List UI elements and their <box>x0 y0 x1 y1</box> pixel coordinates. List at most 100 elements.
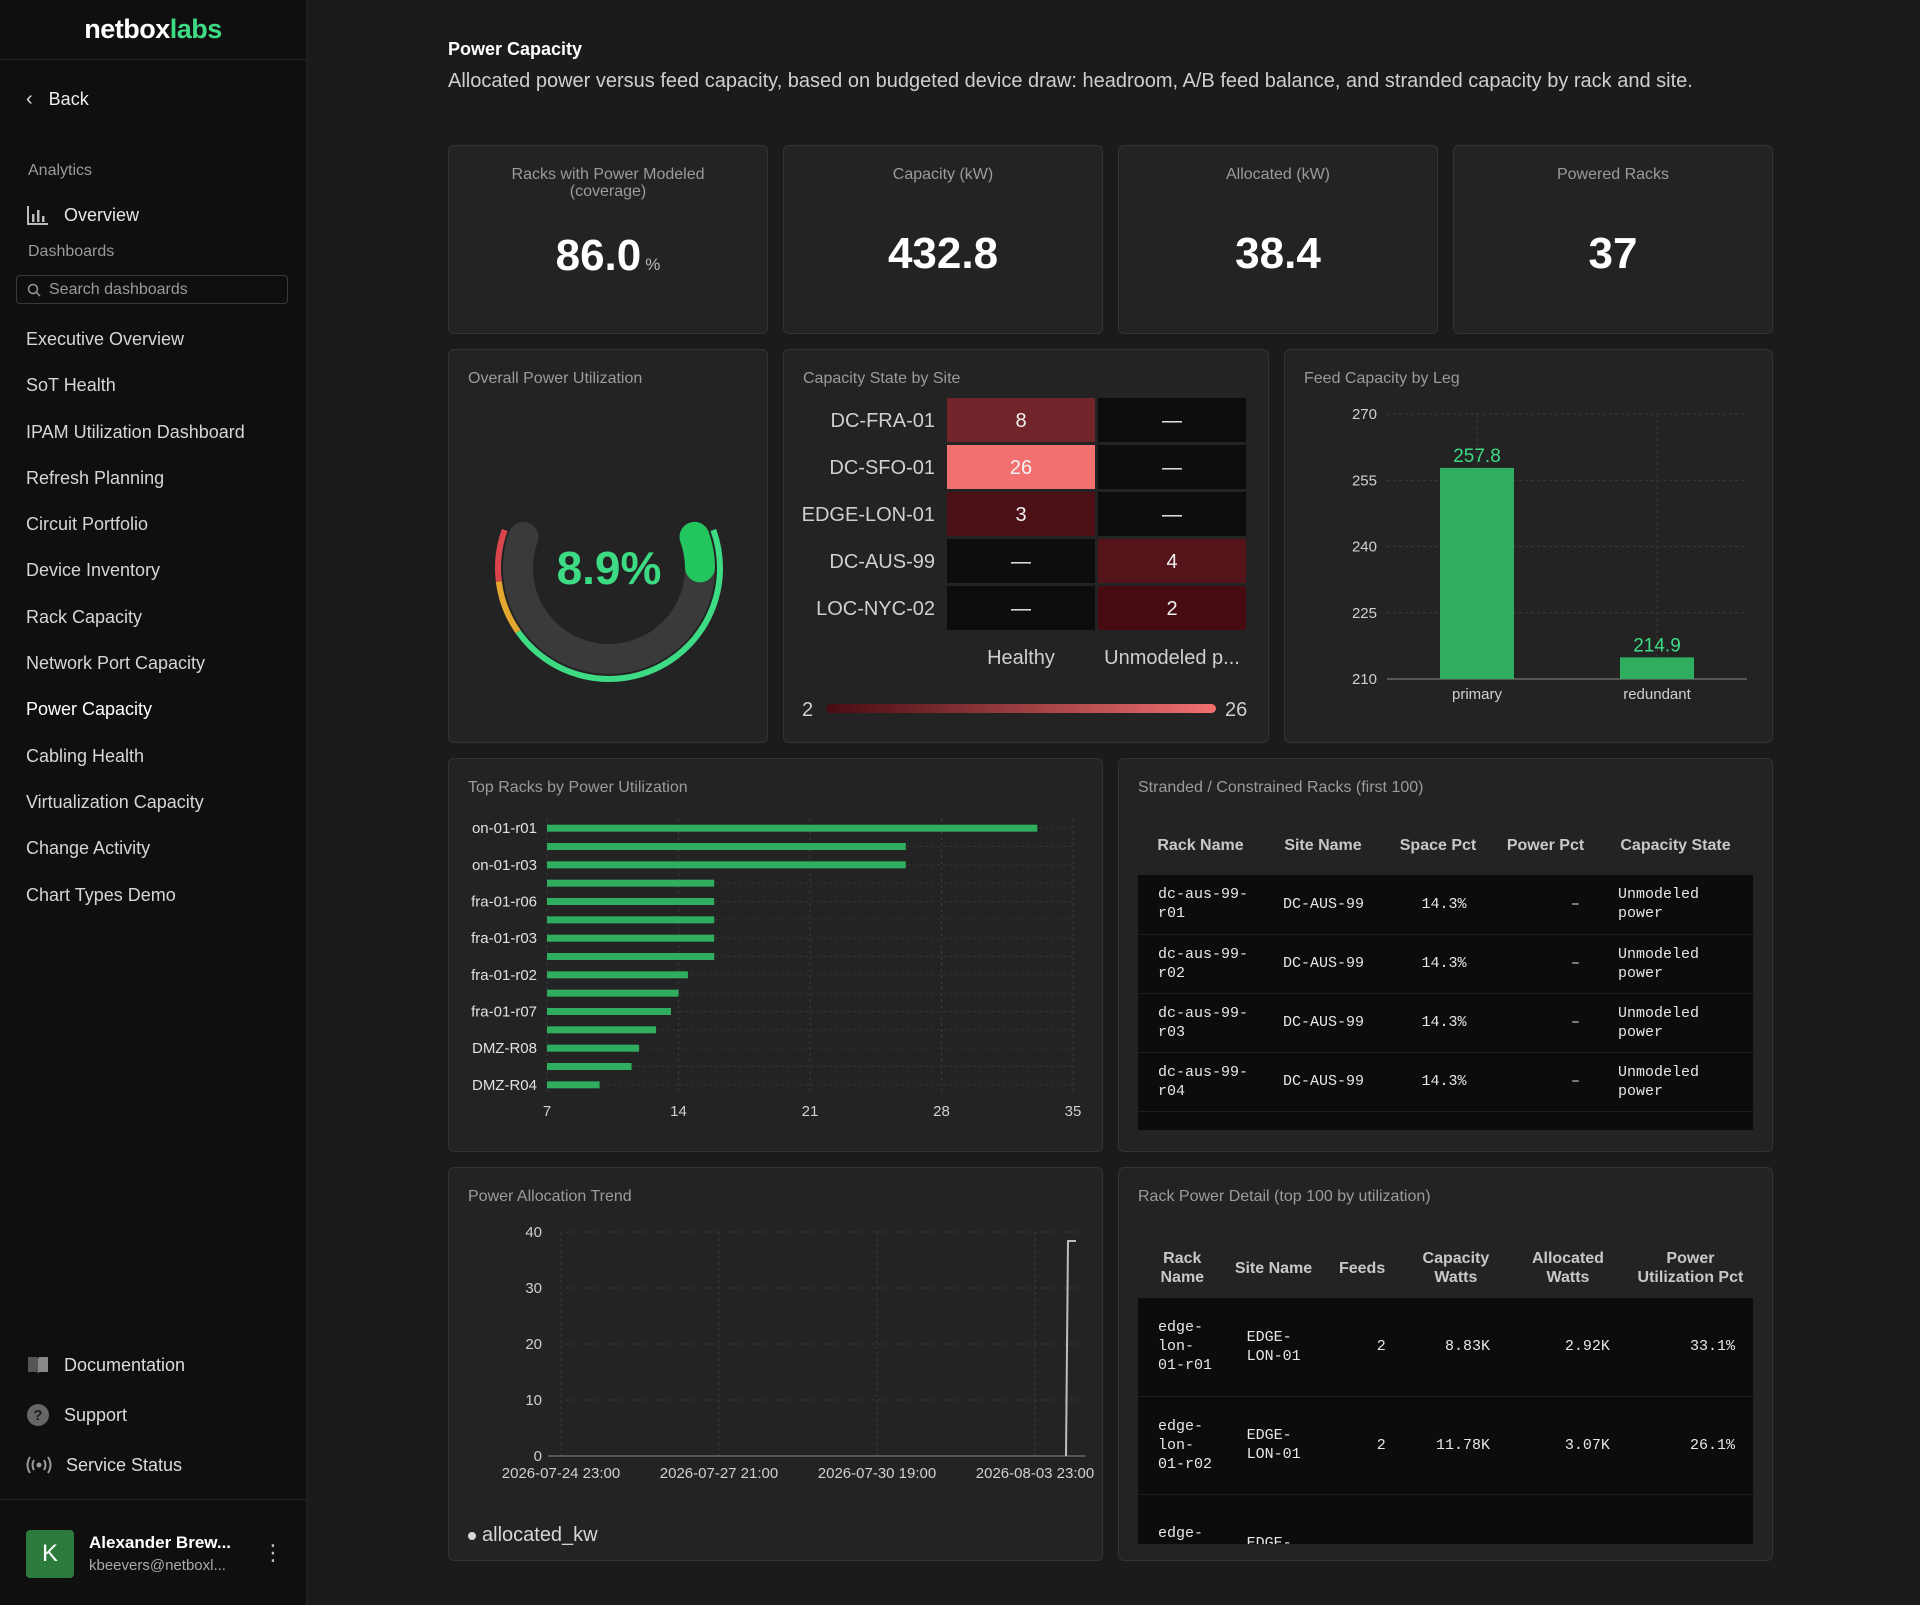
sidebar-item-power-capacity[interactable]: Power Capacity <box>26 699 153 720</box>
column-header[interactable]: Rack Name <box>1157 836 1244 854</box>
card-title: Overall Power Utilization <box>468 370 643 387</box>
table-row[interactable]: edge-lon-01-r02 EDGE-LON-01 2 11.78K 3.07K 26… <box>1138 1396 1753 1495</box>
table-cell: – <box>1493 1052 1598 1112</box>
heatmap-cell[interactable] <box>1098 398 1246 442</box>
kpi-title: Racks with Power Modeled (coverage) <box>511 166 705 200</box>
page-title: Power Capacity <box>448 39 583 59</box>
heatmap-cell[interactable] <box>1098 539 1246 583</box>
section-analytics: Analytics <box>28 162 93 179</box>
rack-bar[interactable] <box>547 1008 671 1015</box>
kpi-value: 86.0% <box>449 231 767 281</box>
gauge-value: 8.9% <box>557 542 662 594</box>
rack-bar[interactable] <box>547 971 688 979</box>
feed-chart-card: Feed Capacity by Leg 210 225 240 255 270 257.… <box>1284 349 1773 743</box>
sidebar-item-virtualization-capacity[interactable]: Virtualization Capacity <box>26 791 204 812</box>
heatmap-cell[interactable] <box>947 539 1095 583</box>
column-header[interactable]: Feeds <box>1338 1259 1386 1277</box>
user-profile[interactable]: K Alexander Brew... kbeevers@netboxl... … <box>0 1499 306 1605</box>
heatmap-row-label: EDGE-LON-01 <box>802 504 935 526</box>
rack-bar[interactable] <box>547 879 715 887</box>
search-input[interactable] <box>49 280 279 299</box>
svg-text:?: ? <box>33 1407 42 1424</box>
heatmap-cell[interactable] <box>1098 445 1246 489</box>
heatmap-cell[interactable] <box>1098 492 1246 536</box>
table-cell <box>1403 1494 1509 1544</box>
rack-bar[interactable] <box>547 916 715 924</box>
column-header[interactable]: Capacity State <box>1620 836 1731 854</box>
column-header[interactable]: Power Utilization Pct <box>1637 1250 1744 1286</box>
dashboard-list: Executive Overview SoT Health IPAM Utiliza… <box>26 320 245 922</box>
table-cell <box>1508 1494 1628 1544</box>
feed-capacity-chart: 210 225 240 255 270 257.8 primary 214.9 redundan… <box>1352 406 1747 703</box>
table-cell: DC-AUS-99 <box>1263 993 1383 1053</box>
bar-value-label: 214.9 <box>1633 635 1681 656</box>
nav-overview[interactable]: Overview <box>26 204 139 226</box>
table-cell <box>1138 1111 1263 1130</box>
heatmap-cell[interactable] <box>947 492 1095 536</box>
rack-bar[interactable] <box>547 1044 640 1052</box>
chart-legend[interactable]: allocated_kw <box>468 1524 598 1547</box>
table-row[interactable]: edge-lon-EDGE- <box>1138 1494 1753 1544</box>
heatmap-cell[interactable] <box>947 445 1095 489</box>
table-cell: 26.1% <box>1627 1396 1753 1495</box>
rack-bar[interactable] <box>547 861 906 869</box>
sidebar-item-change-activity[interactable]: Change Activity <box>26 838 151 859</box>
rack-bar[interactable] <box>547 843 906 850</box>
heatmap-cell-value: 8 <box>1015 410 1026 432</box>
sidebar-item-sot-health[interactable]: SoT Health <box>26 375 116 396</box>
rack-bar[interactable] <box>547 1026 656 1034</box>
rack-bar[interactable] <box>547 953 715 960</box>
sidebar-item-chart-types-demo[interactable]: Chart Types Demo <box>26 884 176 905</box>
service-status-link[interactable]: Service Status <box>26 1440 185 1490</box>
column-header[interactable]: Allocated Watts <box>1531 1250 1604 1286</box>
kpi-title: Powered Racks <box>1556 166 1670 183</box>
kpi-card-coverage: Racks with Power Modeled (coverage) 86.0… <box>448 145 768 334</box>
y-tick-label: 210 <box>1352 671 1377 688</box>
dashboard-search[interactable] <box>16 275 288 304</box>
rack-bar[interactable] <box>547 1063 632 1070</box>
table-cell: 2.92K <box>1508 1298 1628 1397</box>
kpi-card-allocated: Allocated (kW) 38.4 <box>1118 145 1438 334</box>
heatmap-cell[interactable] <box>947 398 1095 442</box>
series-line-allocated-kw[interactable] <box>1065 1239 1076 1457</box>
column-header[interactable]: Site Name <box>1284 836 1362 854</box>
table-row[interactable]: dc-aus-99-r01 DC-AUS-99 14.3% – Unmodeled po… <box>1138 875 1753 935</box>
rack-bar[interactable] <box>547 824 1038 832</box>
column-header[interactable]: Rack Name <box>1160 1250 1205 1286</box>
sidebar-item-rack-capacity[interactable]: Rack Capacity <box>26 606 143 627</box>
rack-bar[interactable] <box>547 898 715 905</box>
table-row[interactable]: LOC- Unmodeled <box>1138 1111 1753 1130</box>
bar-primary[interactable] <box>1440 467 1514 679</box>
rack-bar[interactable] <box>547 934 715 942</box>
rack-power-detail-table: Rack Name Site Name Feeds Capacity Watts All… <box>1138 1238 1753 1544</box>
rack-bar[interactable] <box>547 1081 600 1089</box>
sidebar-item-device-inventory[interactable]: Device Inventory <box>26 560 161 581</box>
more-vertical-icon[interactable]: ⋮ <box>262 1540 284 1565</box>
sidebar-item-ipam-utilization-dashboard[interactable]: IPAM Utilization Dashboard <box>26 421 245 442</box>
y-tick-label: 255 <box>1352 472 1377 489</box>
column-header[interactable]: Power Pct <box>1506 836 1585 854</box>
sidebar-item-refresh-planning[interactable]: Refresh Planning <box>26 467 165 488</box>
documentation-link[interactable]: Documentation <box>26 1340 185 1390</box>
table-row[interactable]: dc-aus-99-r04 DC-AUS-99 14.3% – Unmodeled po… <box>1138 1052 1753 1112</box>
heatmap-row-label: DC-AUS-99 <box>829 551 935 573</box>
column-header[interactable]: Site Name <box>1234 1259 1313 1277</box>
bar-redundant[interactable] <box>1620 657 1694 679</box>
sidebar-item-circuit-portfolio[interactable]: Circuit Portfolio <box>26 514 149 535</box>
table-row[interactable]: edge-lon-01-r01 EDGE-LON-01 2 8.83K 2.92K 33.… <box>1138 1298 1753 1397</box>
y-tick-label: 40 <box>525 1224 542 1241</box>
sidebar-item-cabling-health[interactable]: Cabling Health <box>26 745 145 766</box>
table-cell: DC-AUS-99 <box>1263 934 1383 994</box>
column-header[interactable]: Space Pct <box>1399 836 1477 854</box>
heatmap-cell[interactable] <box>1098 586 1246 630</box>
table-row[interactable]: dc-aus-99-r02 DC-AUS-99 14.3% – Unmodeled po… <box>1138 934 1753 994</box>
heatmap-cell[interactable] <box>947 586 1095 630</box>
support-link[interactable]: ? Support <box>26 1390 185 1440</box>
back-button[interactable]: ‹ Back <box>26 88 89 111</box>
sidebar-item-executive-overview[interactable]: Executive Overview <box>26 329 185 349</box>
brand-logo[interactable]: netbox labs <box>0 0 306 60</box>
rack-bar[interactable] <box>547 989 679 997</box>
table-row[interactable]: dc-aus-99-r03 DC-AUS-99 14.3% – Unmodeled po… <box>1138 993 1753 1053</box>
sidebar-item-network-port-capacity[interactable]: Network Port Capacity <box>26 653 206 674</box>
column-header[interactable]: Capacity Watts <box>1422 1250 1490 1286</box>
